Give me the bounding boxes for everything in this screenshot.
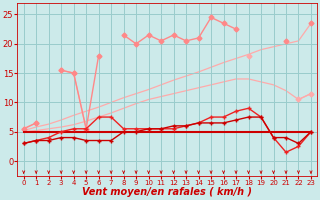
- X-axis label: Vent moyen/en rafales ( km/h ): Vent moyen/en rafales ( km/h ): [82, 187, 252, 197]
